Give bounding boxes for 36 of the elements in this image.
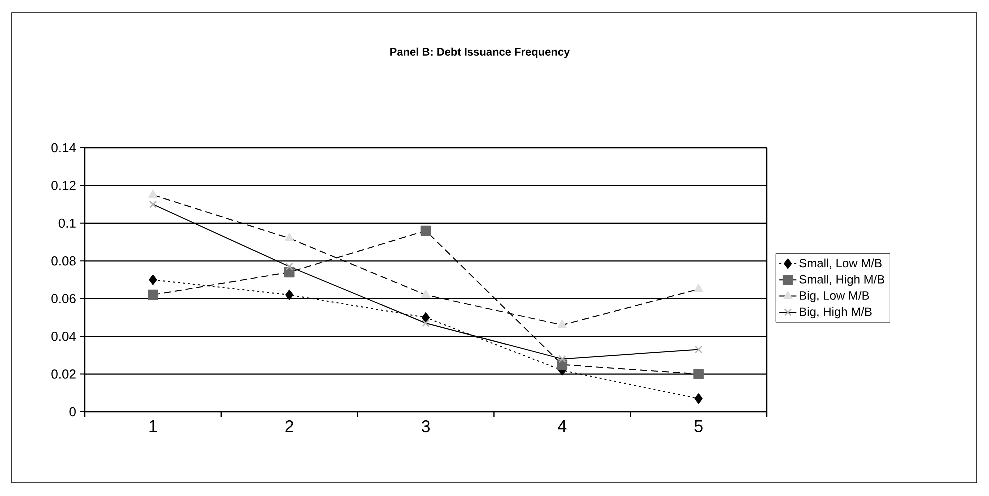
- point: [286, 290, 294, 300]
- point: [284, 267, 295, 278]
- point: [694, 346, 703, 354]
- point: [286, 262, 294, 271]
- legend-label: Big, Low M/B: [800, 291, 870, 302]
- x-tick-label: 4: [558, 420, 567, 432]
- point: [148, 290, 158, 300]
- y-tick-label: 0.14: [52, 143, 76, 153]
- point: [694, 394, 703, 404]
- legend-label: Small, Low M/B: [800, 258, 882, 270]
- x-tick-label: 3: [422, 420, 430, 433]
- point: [422, 320, 430, 328]
- y-tick-label: 0: [70, 407, 76, 417]
- x-tick-label: 2: [286, 420, 294, 432]
- x-tick-label: 5: [694, 420, 703, 432]
- legend-label: Big, High M/B: [800, 307, 872, 319]
- point: [149, 200, 158, 208]
- point: [421, 290, 431, 298]
- legend-label: Small, High M/B: [800, 275, 885, 286]
- point: [558, 355, 566, 364]
- point: [420, 226, 432, 236]
- y-tick-label: 0.08: [52, 256, 76, 266]
- point: [558, 320, 567, 328]
- y-tick-label: 0.02: [52, 370, 76, 379]
- point: [148, 190, 158, 198]
- y-tick-label: 0.12: [52, 181, 76, 190]
- y-tick-label: 0.06: [52, 294, 76, 304]
- x-tick-label: 1: [150, 420, 158, 432]
- point: [694, 284, 704, 292]
- y-tick-label: 0.1: [58, 218, 76, 228]
- point: [149, 274, 158, 286]
- point: [694, 369, 704, 380]
- chart-title: Panel B: Debt Issuance Frequency: [390, 48, 570, 58]
- point: [422, 312, 430, 323]
- y-tick-label: 0.04: [52, 332, 76, 342]
- point: [285, 233, 294, 242]
